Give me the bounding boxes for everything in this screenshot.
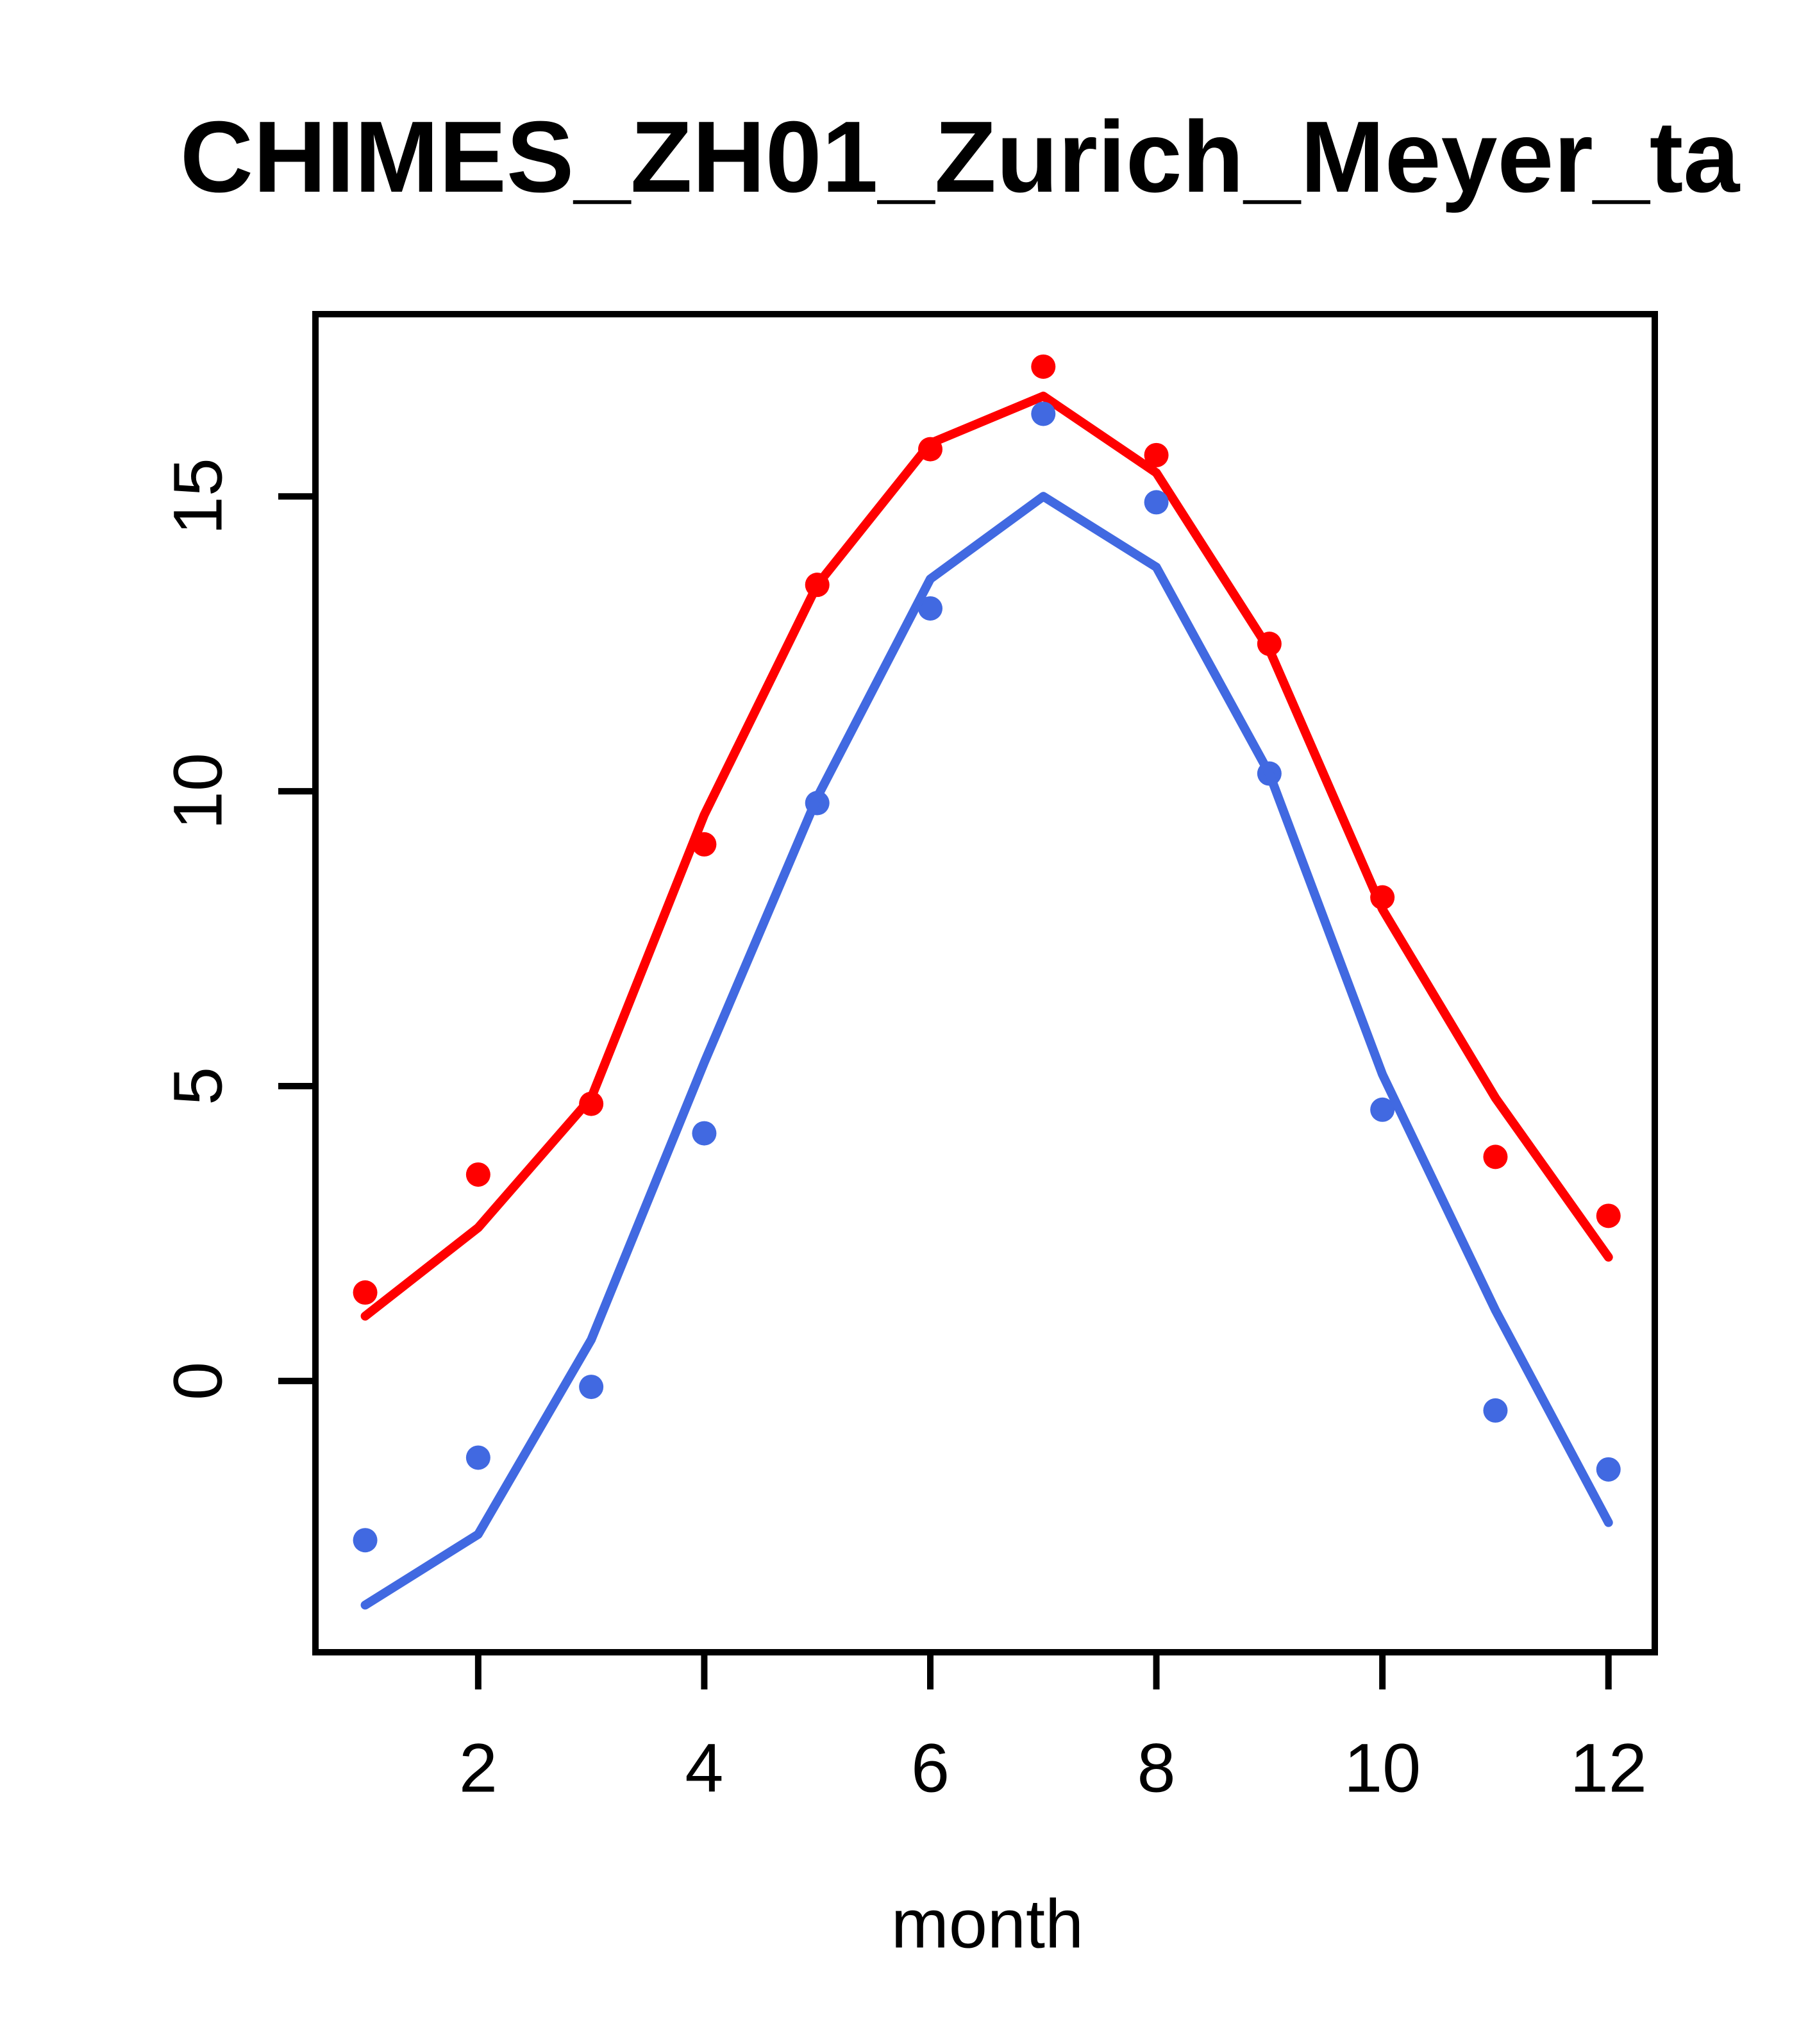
blue-points-point	[1596, 1457, 1621, 1482]
red-points-point	[353, 1280, 378, 1305]
blue-points-point	[1031, 401, 1056, 426]
axis-ticks-group: 2 4 6 8 10 12 0 5 10 15	[159, 458, 1647, 1806]
blue-line	[360, 492, 1613, 1610]
x-axis-tick-label: 4	[685, 1729, 723, 1807]
red-points-point	[1031, 354, 1056, 379]
x-axis-tick-label: 12	[1570, 1729, 1647, 1807]
chart-title: CHIMES_ZH01_Zurich_Meyer_ta	[180, 101, 1740, 214]
red-points-point	[1144, 442, 1169, 467]
blue-points-point	[1483, 1398, 1508, 1423]
y-axis-tick-label: 5	[159, 1067, 237, 1105]
blue-points-point	[465, 1445, 490, 1470]
x-axis-tick-label: 10	[1344, 1729, 1421, 1807]
x-axis-tick-label: 2	[459, 1729, 498, 1807]
data-series-group	[353, 354, 1621, 1610]
blue-points-point	[1370, 1097, 1395, 1122]
x-axis-tick-label: 8	[1137, 1729, 1176, 1807]
y-axis-tick-label: 0	[159, 1362, 237, 1400]
x-axis-label: month	[891, 1885, 1084, 1963]
y-axis-tick-label: 10	[159, 753, 237, 830]
red-points-point	[1596, 1203, 1621, 1228]
blue-points-point	[1144, 490, 1169, 515]
red-line	[360, 391, 1613, 1321]
red-points-point	[465, 1162, 490, 1187]
blue-points-point	[353, 1528, 378, 1553]
blue-points-point	[918, 596, 943, 621]
plot-box	[312, 311, 1658, 1655]
x-axis-tick-label: 6	[911, 1729, 950, 1807]
blue-points-point	[692, 1121, 717, 1146]
red-points-point	[1483, 1144, 1508, 1169]
blue-points-point	[579, 1375, 604, 1400]
y-axis-tick-label: 15	[159, 458, 237, 535]
